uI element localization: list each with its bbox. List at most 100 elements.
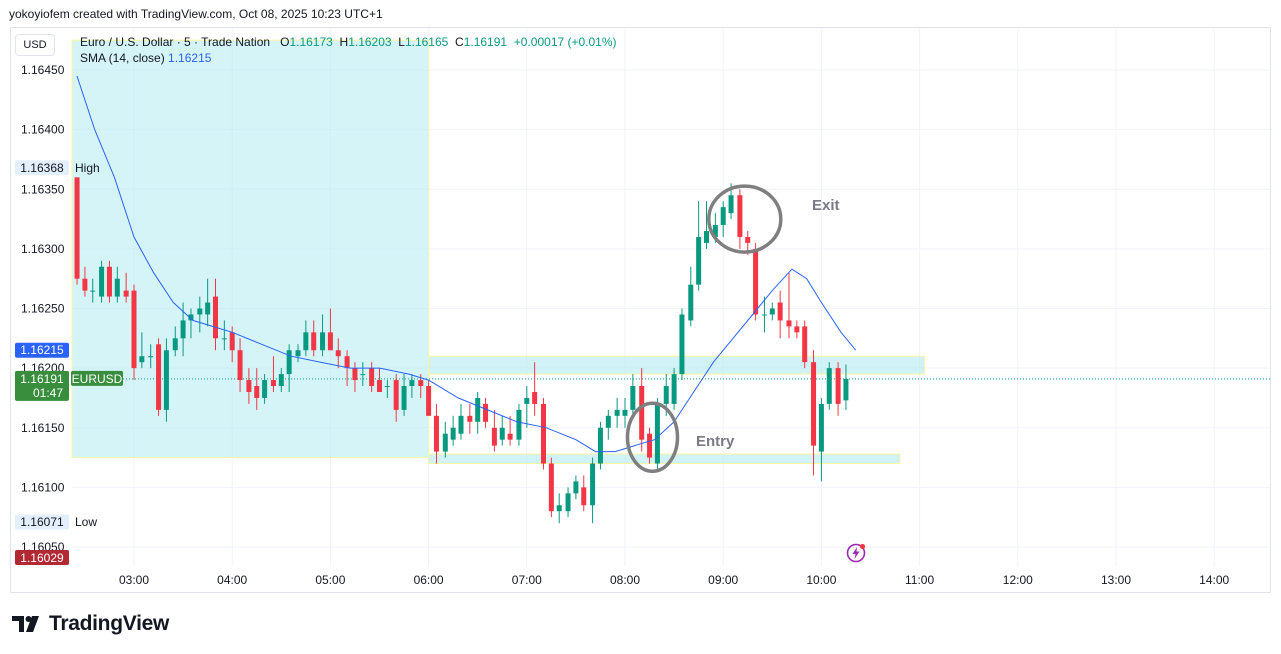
candle: [377, 368, 382, 392]
candle: [491, 409, 497, 452]
candle-body: [720, 207, 726, 226]
candle: [237, 338, 243, 392]
candle-body: [769, 308, 775, 315]
candle-body: [688, 284, 694, 321]
candle-body: [605, 415, 611, 428]
candle: [90, 278, 96, 303]
chart-frame[interactable]: [10, 27, 1271, 593]
candle-body: [270, 380, 276, 387]
legend-open: 1.16173: [289, 35, 333, 49]
legend-change: +0.00017 (+0.01%): [513, 35, 617, 49]
x-tick-label: 06:00: [414, 573, 444, 587]
candle-body: [90, 290, 96, 292]
exit-circle: [707, 184, 783, 254]
candle: [524, 386, 530, 428]
candle-body: [106, 266, 112, 297]
candle-body: [286, 350, 292, 375]
candle: [172, 326, 178, 357]
candle-body: [237, 350, 243, 381]
candle: [467, 403, 473, 434]
candle-body: [74, 177, 80, 279]
candle-body: [556, 505, 562, 512]
candle-body: [335, 350, 341, 357]
candle-body: [99, 266, 105, 297]
highlight-zone: [428, 453, 901, 465]
candle: [720, 201, 726, 237]
x-tick-label: 13:00: [1101, 573, 1131, 587]
candle-body: [426, 386, 432, 416]
candle-body: [131, 290, 137, 369]
legend-low: 1.16165: [404, 35, 449, 49]
candle-body: [475, 397, 481, 422]
candle-body: [573, 481, 579, 494]
low-tag: 1.16071: [20, 515, 64, 529]
x-tick-label: 10:00: [806, 573, 836, 587]
candle-body: [352, 368, 358, 381]
candle-body: [82, 278, 88, 291]
candle: [131, 284, 137, 381]
high-tag-bg: [15, 160, 69, 176]
candle-body: [262, 380, 268, 398]
bottom-price-tag-bg: [15, 550, 69, 565]
candle: [835, 362, 841, 416]
candle: [654, 397, 660, 470]
candle-body: [548, 463, 554, 512]
candle-body: [516, 409, 522, 440]
chart-credit: yokoyiofem created with TradingView.com,…: [9, 7, 383, 21]
candle: [393, 374, 399, 422]
x-tick-label: 05:00: [315, 573, 345, 587]
y-tick-label: 1.16400: [21, 123, 65, 137]
candle: [679, 308, 685, 381]
candle: [213, 278, 219, 351]
candle: [352, 362, 358, 392]
legend-high: 1.16203: [348, 35, 392, 49]
y-tick-label: 1.16450: [21, 63, 65, 77]
candle: [188, 308, 194, 339]
candle-body: [794, 326, 800, 333]
candle: [639, 368, 645, 452]
candle-body: [696, 236, 702, 285]
candle: [433, 403, 439, 464]
bar-countdown: 01:47: [33, 386, 63, 400]
candle-body: [728, 195, 734, 214]
sma-tag: 1.16215: [20, 343, 64, 357]
candle: [802, 320, 808, 369]
candle-body: [581, 487, 587, 506]
candle-body: [483, 403, 489, 422]
tradingview-brand: TradingView: [49, 612, 170, 635]
candle: [753, 242, 759, 321]
legend-sma-row[interactable]: SMA (14, close) 1.16215: [80, 50, 617, 66]
lightning-alert-icon[interactable]: [846, 543, 866, 563]
candle: [548, 457, 554, 518]
candle: [581, 475, 587, 512]
candle: [82, 266, 88, 297]
candle: [139, 332, 145, 369]
candle-body: [458, 415, 464, 434]
high-label: High: [75, 161, 100, 175]
candle: [311, 320, 317, 357]
candle: [540, 397, 546, 470]
candle: [303, 320, 309, 357]
candle-body: [786, 320, 792, 327]
candle: [401, 374, 407, 416]
candle: [769, 302, 775, 321]
candle: [483, 397, 489, 428]
tradingview-logo[interactable]: TradingView: [12, 612, 169, 636]
currency-button[interactable]: USD: [15, 34, 55, 56]
low-tag-bg: [15, 514, 69, 530]
legend-symbol[interactable]: Euro / U.S. Dollar · 5 · Trade Nation: [80, 35, 271, 49]
candle: [761, 296, 767, 333]
candle-body: [320, 332, 326, 351]
candle-body: [377, 380, 382, 392]
y-tick-label: 1.16100: [21, 480, 65, 494]
bottom-price-tag: 1.16029: [20, 551, 64, 565]
candle-body: [704, 230, 710, 243]
candle: [786, 272, 792, 339]
candle-body: [188, 314, 194, 321]
candle-body: [647, 433, 653, 458]
candle-body: [278, 374, 284, 387]
candle-body: [630, 386, 636, 410]
candle-body: [622, 409, 628, 416]
legend-low-label: L: [398, 35, 405, 49]
